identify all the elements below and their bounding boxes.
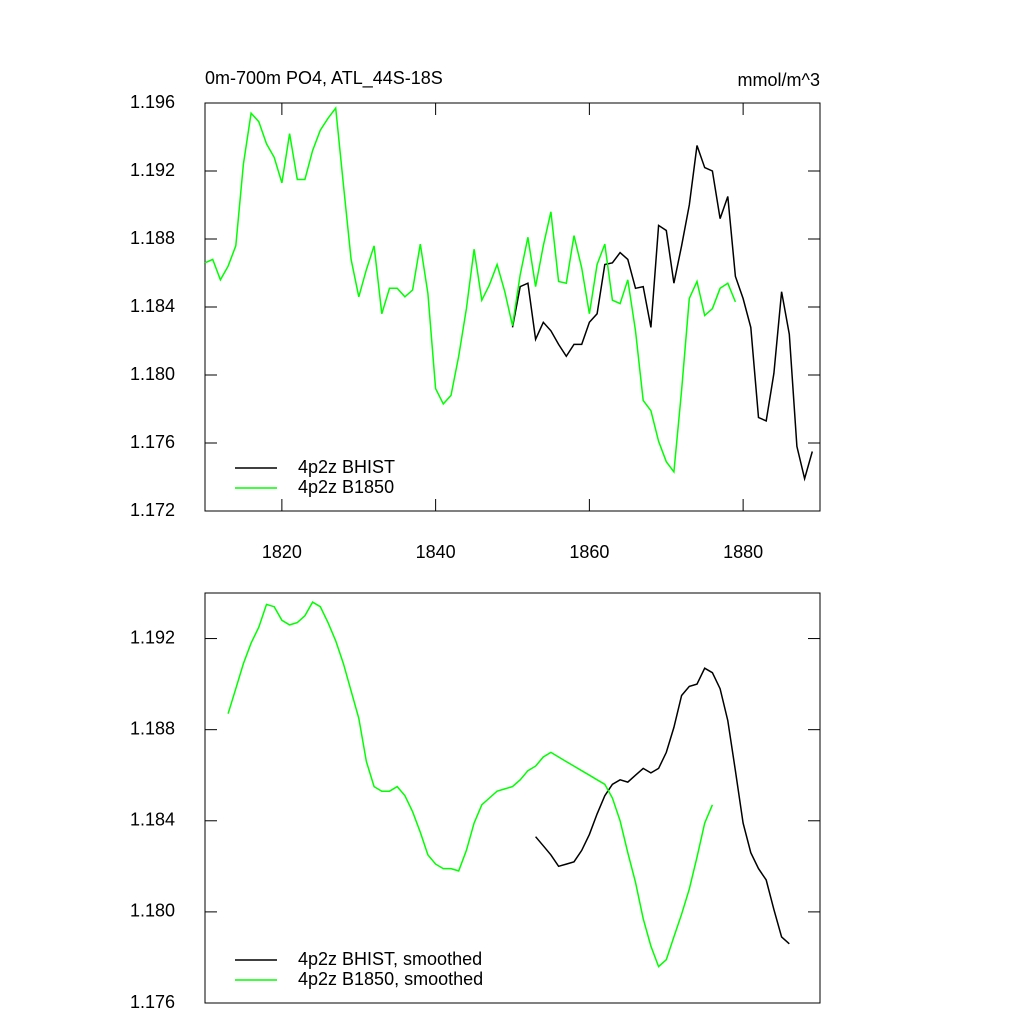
chart-title: 0m-700m PO4, ATL_44S-18S (205, 68, 443, 89)
x-tick-label: 1860 (569, 542, 609, 562)
y-tick-label: 1.184 (130, 810, 175, 830)
y-tick-label: 1.176 (130, 432, 175, 452)
legend-label: 4p2z BHIST (298, 457, 395, 477)
x-tick-label: 1840 (416, 542, 456, 562)
y-tick-label: 1.192 (130, 160, 175, 180)
series-line (511, 145, 814, 482)
x-tick-label: 1880 (723, 542, 763, 562)
plot-frame (204, 592, 821, 1004)
y-tick-label: 1.176 (130, 992, 175, 1012)
legend-label: 4p2z BHIST, smoothed (298, 949, 482, 969)
series-line (535, 667, 790, 945)
y-tick-label: 1.196 (130, 92, 175, 112)
plot-frame (204, 102, 821, 512)
y-tick-label: 1.180 (130, 901, 175, 921)
series-line (227, 601, 714, 968)
y-tick-label: 1.188 (130, 718, 175, 738)
y-tick-label: 1.192 (130, 627, 175, 647)
legend-label: 4p2z B1850, smoothed (298, 969, 483, 989)
units-label: mmol/m^3 (738, 70, 820, 90)
x-tick-label: 1820 (262, 542, 302, 562)
y-tick-label: 1.180 (130, 364, 175, 384)
y-tick-label: 1.184 (130, 296, 175, 316)
y-tick-label: 1.188 (130, 228, 175, 248)
series-line (204, 106, 737, 474)
y-tick-label: 1.172 (130, 500, 175, 520)
legend-label: 4p2z B1850 (298, 477, 394, 497)
